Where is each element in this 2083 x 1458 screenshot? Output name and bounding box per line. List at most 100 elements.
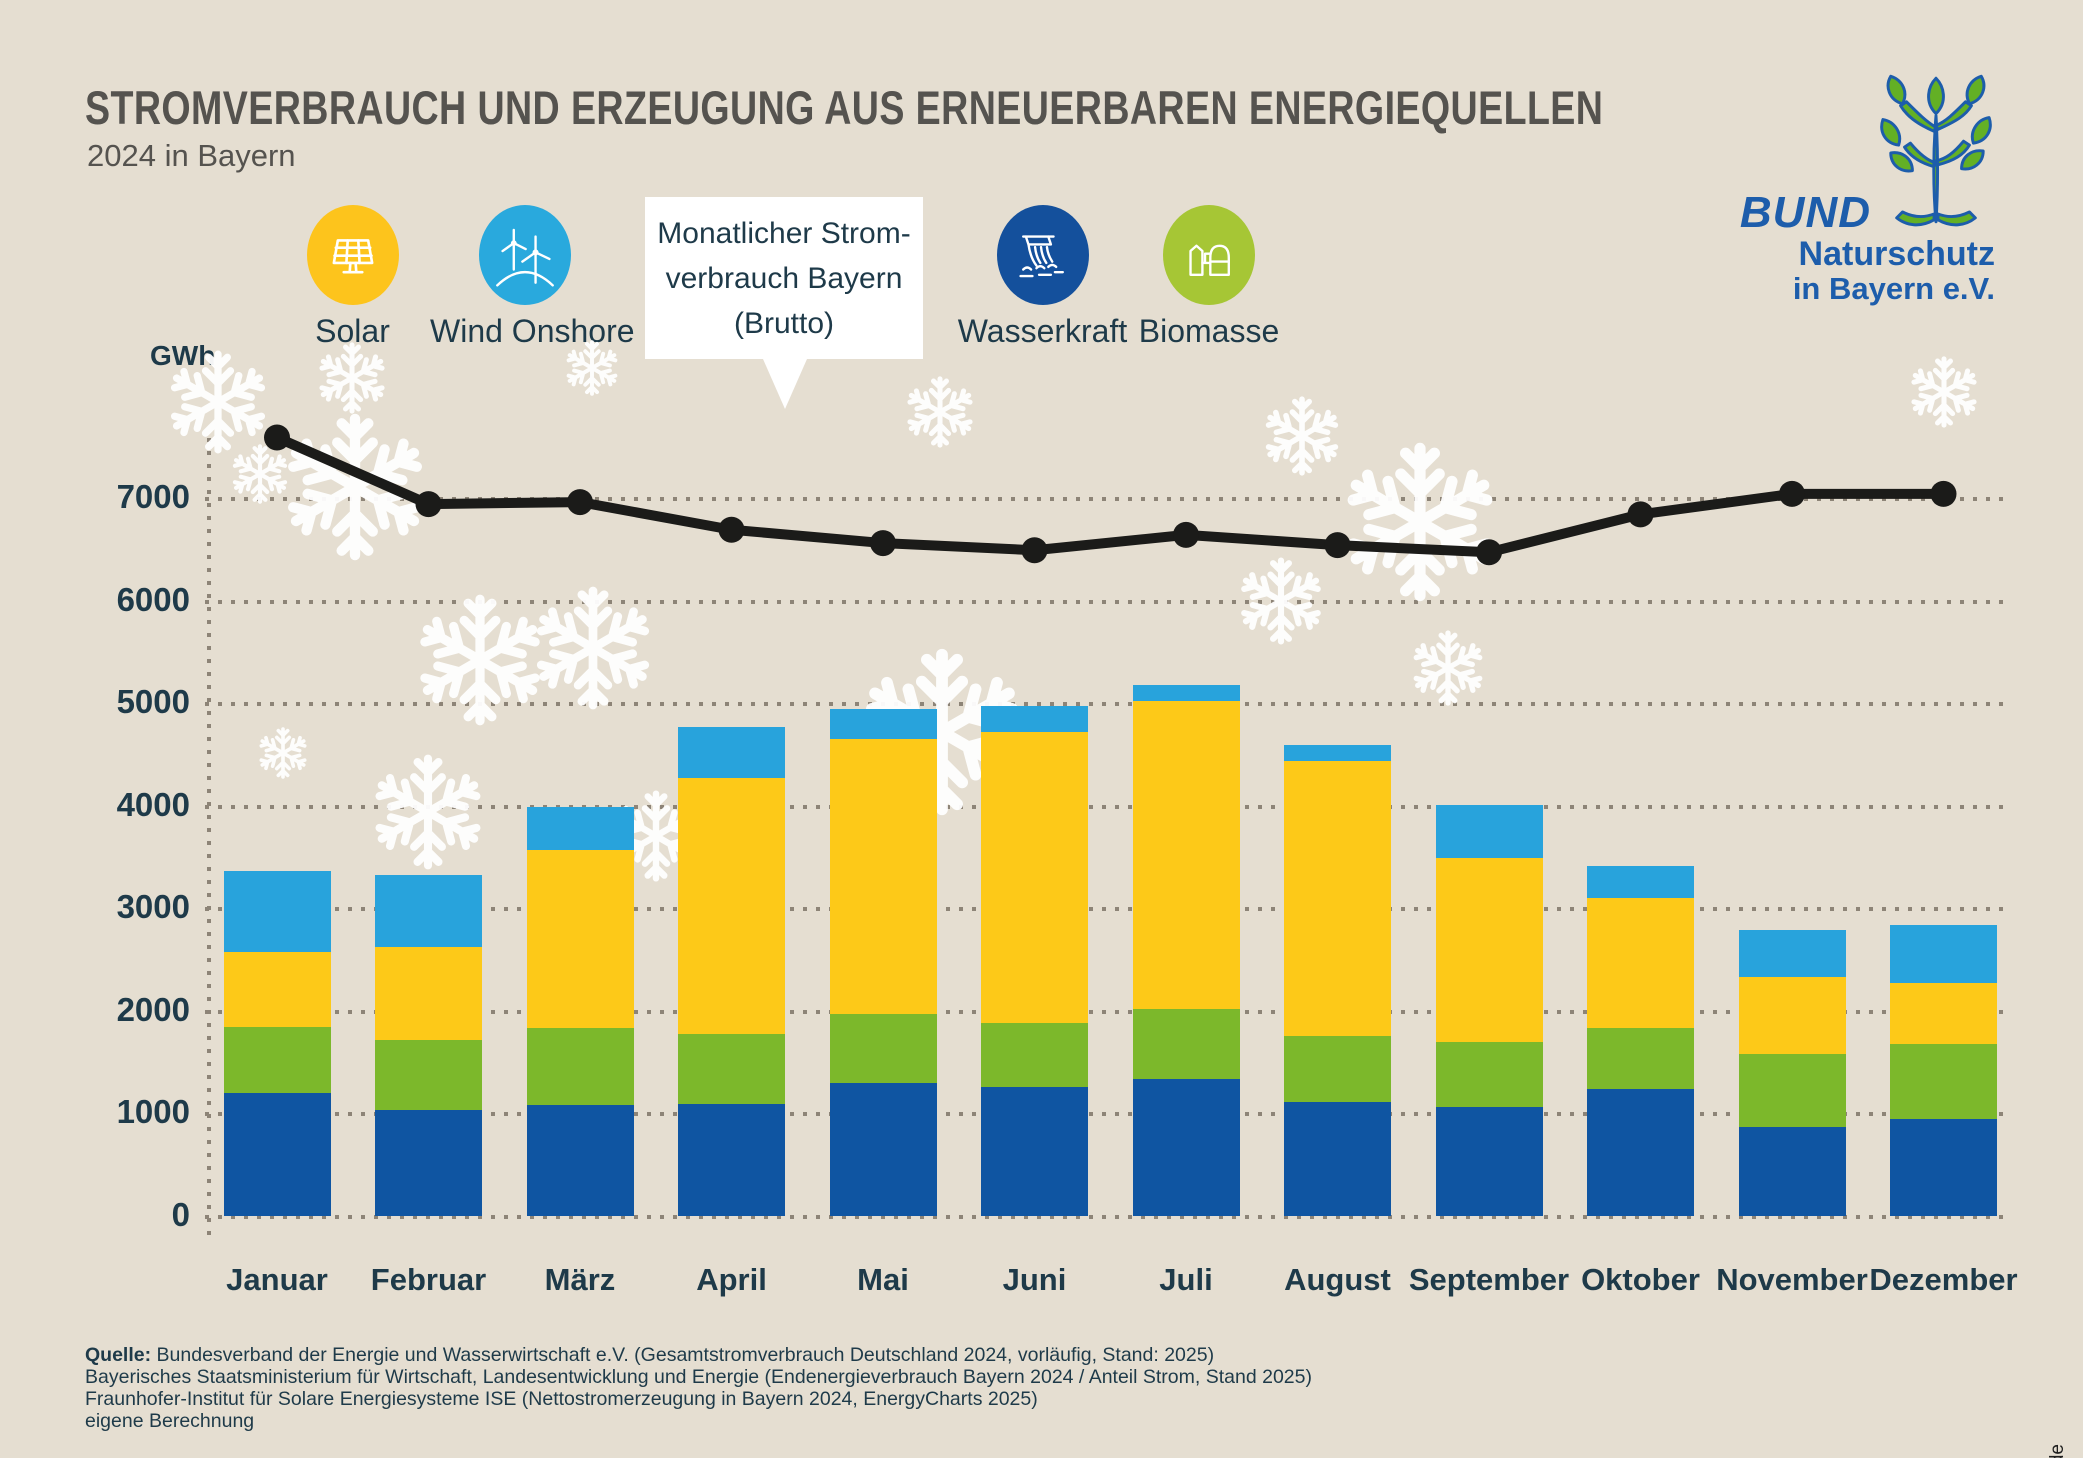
snowflake-icon	[1413, 630, 1483, 706]
consumption-polyline	[272, 432, 1949, 558]
segment-solar	[1284, 761, 1391, 1037]
segment-wind-onshore	[223, 871, 331, 953]
source-line-2: Bayerisches Staatsministerium für Wirtsc…	[85, 1366, 1312, 1388]
consumption-point-dezember	[1930, 480, 1957, 507]
consumption-point-januar	[264, 424, 290, 451]
gridline-5000	[205, 702, 2011, 706]
source-label: Quelle:	[85, 1344, 152, 1366]
segment-wasserkraft	[981, 1087, 1088, 1217]
segment-solar	[829, 738, 937, 1014]
source-line-3: Fraunhofer-Institut für Solare Energiesy…	[85, 1388, 1038, 1410]
segment-wasserkraft	[526, 1104, 634, 1217]
segment-biomasse	[223, 1026, 331, 1094]
snowflake-icon	[1911, 356, 1977, 428]
segment-biomasse	[981, 1022, 1088, 1088]
y-tick-2000: 2000	[116, 990, 190, 1028]
month-label-april: April	[696, 1262, 767, 1297]
segment-wind-onshore	[375, 875, 482, 947]
consumption-point-februar	[415, 491, 442, 518]
gridline-0	[205, 1214, 2011, 1219]
segment-solar	[1738, 976, 1846, 1054]
legend-label-wasserkraft: Wasserkraft	[957, 313, 1128, 349]
segment-wasserkraft	[829, 1083, 937, 1217]
snowflake-icon	[232, 444, 288, 504]
segment-solar	[223, 952, 331, 1027]
month-label-november: November	[1716, 1262, 1868, 1297]
segment-biomasse	[1284, 1036, 1391, 1102]
y-tick-6000: 6000	[116, 580, 190, 618]
legend-item-wind: Wind Onshore	[430, 205, 635, 350]
segment-biomasse	[1890, 1044, 1997, 1120]
segment-biomasse	[1587, 1027, 1694, 1090]
bund-logo-line2: Naturschutz	[1798, 235, 1995, 273]
gridline-3000	[205, 907, 2011, 911]
callout-line1: Monatlicher Strom-	[657, 216, 911, 250]
vertical-copyright: ©BUND Naturschutz in Bayern, www.bund-na…	[2047, 1444, 2069, 1458]
legend-label-solar: Solar	[315, 313, 390, 349]
y-tick-5000: 5000	[116, 683, 190, 720]
segment-biomasse	[375, 1040, 482, 1110]
consumption-point-august	[1324, 532, 1351, 559]
segment-biomasse	[1738, 1053, 1846, 1128]
bar-mai	[829, 709, 937, 1217]
consumption-point-märz	[567, 489, 593, 516]
segment-wasserkraft	[375, 1109, 482, 1217]
gridline-6000	[205, 599, 2011, 604]
bar-november	[1738, 929, 1846, 1217]
segment-biomasse	[678, 1034, 785, 1104]
consumption-point-mai	[870, 530, 896, 557]
snowflake-icon	[1347, 442, 1493, 602]
month-label-dezember: Dezember	[1869, 1262, 2018, 1297]
gridline-7000	[205, 497, 2011, 501]
biogas-plant-icon	[1163, 205, 1255, 305]
segment-wasserkraft	[1435, 1106, 1543, 1217]
segment-wind-onshore	[981, 706, 1088, 732]
snowflake-icon	[319, 342, 385, 414]
month-label-august: August	[1284, 1262, 1391, 1297]
bar-september	[1435, 805, 1543, 1217]
segment-solar	[526, 849, 634, 1028]
segment-wasserkraft	[1738, 1127, 1846, 1217]
bar-august	[1284, 745, 1391, 1217]
consumption-point-juni	[1021, 537, 1048, 564]
snowflake-icon	[259, 727, 307, 779]
callout-line2: verbrauch Bayern	[665, 261, 903, 295]
source-note: Quelle: Bundesverband der Energie und Wa…	[85, 1344, 1312, 1432]
segment-solar	[375, 946, 482, 1041]
legend-item-wasserkraft: Wasserkraft	[950, 205, 1135, 350]
consumption-point-oktober	[1627, 501, 1654, 528]
segment-wind-onshore	[829, 709, 937, 739]
consumption-point-september	[1476, 539, 1502, 566]
segment-wasserkraft	[1284, 1101, 1391, 1217]
segment-solar	[1132, 700, 1240, 1010]
segment-solar	[1890, 982, 1997, 1045]
wind-turbine-icon	[479, 205, 571, 305]
bar-juni	[981, 706, 1088, 1217]
legend-label-biomasse: Biomasse	[1138, 313, 1280, 349]
consumption-point-april	[718, 516, 745, 543]
y-axis-unit-label: GWh	[150, 340, 216, 371]
consumption-point-november	[1779, 480, 1805, 507]
month-label-januar: Januar	[226, 1262, 328, 1297]
gridline-1000	[205, 1112, 2011, 1116]
y-tick-3000: 3000	[116, 888, 190, 925]
segment-biomasse	[829, 1013, 937, 1084]
segment-wind-onshore	[1284, 745, 1391, 762]
segment-solar	[981, 731, 1088, 1023]
bund-logo-line3: in Bayern e.V.	[1792, 270, 1995, 306]
segment-solar	[678, 777, 785, 1035]
segment-wind-onshore	[1435, 805, 1543, 858]
snowflake-icon	[1265, 396, 1339, 476]
segment-wasserkraft	[1132, 1079, 1240, 1217]
page-subtitle: 2024 in Bayern	[87, 138, 296, 173]
month-label-juli: Juli	[1159, 1262, 1213, 1297]
y-axis-dotted-line	[207, 438, 211, 1235]
snowflake-icon	[375, 754, 481, 870]
month-label-september: September	[1408, 1262, 1570, 1297]
month-label-mai: Mai	[857, 1262, 909, 1297]
segment-solar	[1587, 897, 1694, 1028]
legend-item-biomasse: Biomasse	[1128, 205, 1290, 350]
segment-wind-onshore	[678, 726, 785, 778]
y-tick-7000: 7000	[116, 478, 190, 515]
